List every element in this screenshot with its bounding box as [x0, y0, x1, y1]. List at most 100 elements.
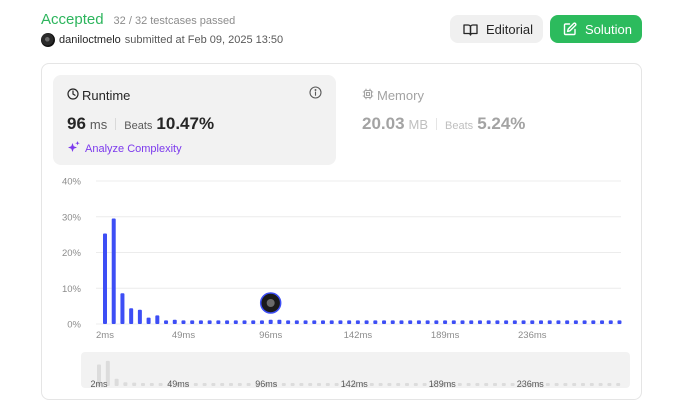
x-tick-label: 2ms: [96, 330, 114, 341]
overview-bar: [510, 383, 515, 386]
overview-bar: [308, 383, 313, 386]
runtime-panel[interactable]: Runtime 96 ms Beats 10.47% Analyze Com: [53, 75, 336, 165]
bar[interactable]: [434, 320, 439, 324]
bar[interactable]: [129, 308, 134, 324]
y-tick-label: 30%: [62, 212, 82, 223]
book-icon: [463, 23, 478, 36]
bar[interactable]: [486, 320, 491, 324]
bar[interactable]: [216, 320, 221, 324]
bar[interactable]: [591, 320, 596, 324]
bar[interactable]: [303, 320, 308, 324]
submitted-time: submitted at Feb 09, 2025 13:50: [124, 34, 284, 46]
bar[interactable]: [120, 293, 125, 324]
bar[interactable]: [390, 320, 395, 324]
bar[interactable]: [111, 218, 116, 324]
editorial-label: Editorial: [486, 21, 533, 37]
overview-bar: [413, 383, 418, 386]
overview-bar: [246, 383, 251, 386]
bar[interactable]: [347, 320, 352, 324]
bar[interactable]: [364, 320, 369, 324]
bar[interactable]: [268, 319, 273, 324]
bar[interactable]: [172, 319, 177, 324]
bar[interactable]: [251, 320, 256, 324]
bar[interactable]: [329, 320, 334, 324]
bar[interactable]: [207, 320, 212, 324]
bar[interactable]: [137, 309, 142, 324]
bar[interactable]: [164, 320, 169, 324]
bar[interactable]: [198, 320, 203, 324]
bar[interactable]: [504, 320, 509, 324]
bar[interactable]: [373, 320, 378, 324]
overview-bar: [616, 383, 621, 386]
overview-bar: [255, 383, 260, 386]
runtime-title: Runtime: [67, 88, 130, 103]
y-tick-label: 0%: [67, 320, 81, 331]
analyze-complexity-link[interactable]: Analyze Complexity: [67, 140, 182, 157]
memory-panel[interactable]: Memory 20.03 MB Beats 5.24%: [350, 75, 633, 165]
bar[interactable]: [573, 320, 578, 324]
bar[interactable]: [225, 320, 230, 324]
bar[interactable]: [146, 317, 151, 324]
bar[interactable]: [408, 320, 413, 324]
memory-metric: 20.03 MB Beats 5.24%: [362, 114, 525, 134]
bar[interactable]: [155, 315, 160, 324]
bar[interactable]: [565, 320, 570, 324]
clock-icon: [67, 88, 79, 103]
bar[interactable]: [259, 320, 264, 324]
bar[interactable]: [103, 233, 107, 324]
bar[interactable]: [469, 320, 474, 324]
analyze-label: Analyze Complexity: [85, 142, 182, 155]
bar[interactable]: [312, 320, 317, 324]
solution-button[interactable]: Solution: [550, 15, 642, 43]
bar[interactable]: [617, 320, 622, 324]
overview-bar: [396, 383, 401, 386]
bar[interactable]: [477, 320, 482, 324]
avatar[interactable]: [41, 33, 55, 47]
overview-bar: [290, 383, 295, 386]
bar[interactable]: [547, 320, 552, 324]
overview-brush[interactable]: [81, 352, 630, 388]
bar[interactable]: [443, 320, 448, 324]
username-link[interactable]: daniloctmelo: [59, 34, 121, 46]
bar[interactable]: [338, 320, 343, 324]
bar[interactable]: [355, 320, 360, 324]
bar[interactable]: [608, 320, 613, 324]
overview-bar: [193, 383, 198, 386]
bar[interactable]: [233, 320, 238, 324]
overview-bar: [141, 383, 145, 386]
bar[interactable]: [190, 320, 195, 324]
bar[interactable]: [512, 320, 517, 324]
overview-bar: [97, 364, 101, 386]
performance-card: Runtime 96 ms Beats 10.47% Analyze Com: [41, 63, 642, 400]
overview-tick-label: 236ms: [517, 379, 545, 389]
bar[interactable]: [451, 320, 456, 324]
bar[interactable]: [539, 320, 543, 324]
status-row: Accepted 32 / 32 testcases passed: [41, 11, 235, 28]
overview-bar: [299, 383, 304, 386]
bar[interactable]: [495, 320, 500, 324]
editorial-button[interactable]: Editorial: [450, 15, 543, 43]
bar[interactable]: [294, 320, 299, 324]
bar[interactable]: [556, 320, 561, 324]
bar[interactable]: [399, 320, 404, 324]
y-tick-label: 40%: [62, 177, 82, 188]
memory-unit: MB: [408, 117, 429, 132]
bar[interactable]: [286, 320, 291, 324]
bar[interactable]: [181, 320, 186, 324]
bar[interactable]: [521, 320, 526, 324]
overview-tick-label: 189ms: [429, 379, 457, 389]
bar[interactable]: [277, 319, 282, 324]
bar[interactable]: [321, 320, 325, 324]
bar[interactable]: [242, 320, 247, 324]
avatar-detail: [266, 299, 275, 307]
info-icon[interactable]: [309, 86, 322, 104]
bar[interactable]: [382, 320, 387, 324]
bar[interactable]: [425, 320, 430, 324]
bar[interactable]: [600, 320, 605, 324]
overview-bar: [563, 383, 568, 386]
overview-bar: [431, 383, 436, 386]
bar[interactable]: [460, 320, 465, 324]
bar[interactable]: [416, 320, 421, 324]
bar[interactable]: [582, 320, 587, 324]
bar[interactable]: [530, 320, 535, 324]
